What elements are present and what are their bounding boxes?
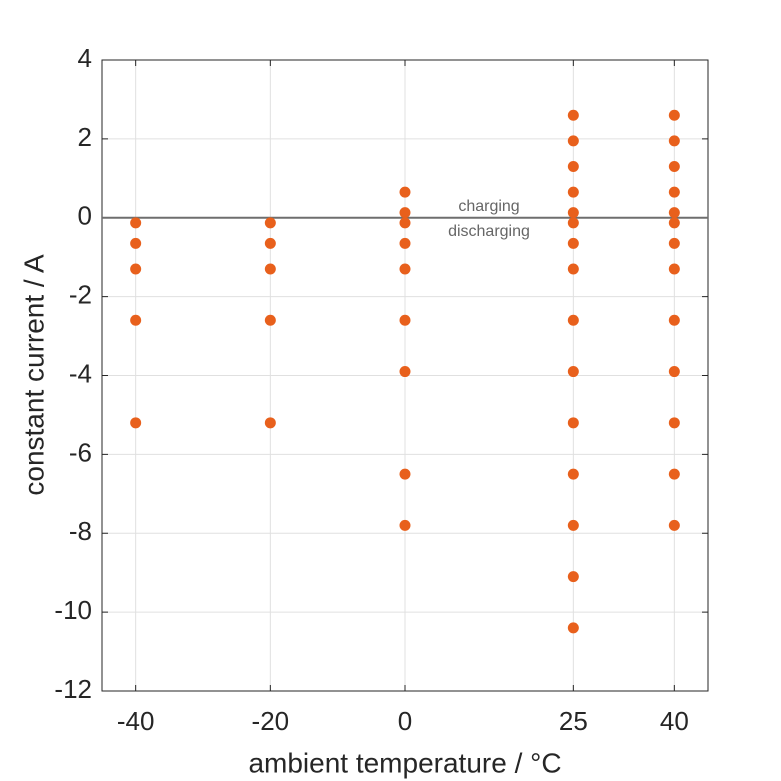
data-point — [567, 109, 579, 121]
data-point — [399, 314, 411, 326]
data-point — [130, 417, 142, 429]
data-point — [567, 622, 579, 634]
data-point — [399, 468, 411, 480]
data-point — [399, 263, 411, 275]
data-point — [567, 263, 579, 275]
data-point — [668, 109, 680, 121]
data-point — [567, 366, 579, 378]
data-point — [130, 217, 142, 229]
data-point — [668, 263, 680, 275]
data-point — [399, 217, 411, 229]
data-point — [668, 237, 680, 249]
data-point — [668, 217, 680, 229]
data-point — [567, 468, 579, 480]
annotation: charging — [458, 198, 519, 215]
data-point — [668, 160, 680, 172]
data-point — [264, 237, 276, 249]
x-axis-label: ambient temperature / °C — [248, 747, 561, 778]
y-tick-label: -12 — [54, 674, 92, 704]
data-point — [567, 160, 579, 172]
y-tick-label: -2 — [69, 280, 92, 310]
data-point — [399, 186, 411, 198]
data-point — [399, 207, 411, 219]
data-point — [130, 237, 142, 249]
data-point — [567, 186, 579, 198]
data-point — [567, 237, 579, 249]
data-point — [668, 519, 680, 531]
data-point — [567, 207, 579, 219]
x-tick-label: -20 — [252, 706, 290, 736]
y-tick-label: 0 — [78, 201, 92, 231]
y-tick-label: 2 — [78, 122, 92, 152]
data-point — [567, 314, 579, 326]
y-tick-label: -10 — [54, 595, 92, 625]
data-point — [567, 135, 579, 147]
y-tick-label: -8 — [69, 516, 92, 546]
x-tick-label: 40 — [660, 706, 689, 736]
y-tick-label: 4 — [78, 43, 92, 73]
data-point — [668, 417, 680, 429]
data-point — [567, 519, 579, 531]
data-point — [264, 263, 276, 275]
plot-frame — [101, 59, 709, 692]
data-point — [668, 135, 680, 147]
data-point — [264, 417, 276, 429]
data-point — [399, 237, 411, 249]
data-point — [668, 468, 680, 480]
data-point — [399, 366, 411, 378]
y-tick-label: -6 — [69, 437, 92, 467]
data-point — [264, 217, 276, 229]
data-point — [668, 314, 680, 326]
data-point — [668, 186, 680, 198]
data-point — [399, 519, 411, 531]
data-point — [567, 417, 579, 429]
x-tick-label: 25 — [559, 706, 588, 736]
x-tick-label: -40 — [117, 706, 155, 736]
annotation: discharging — [448, 223, 530, 240]
data-point — [668, 366, 680, 378]
data-point — [130, 314, 142, 326]
data-point — [264, 314, 276, 326]
data-point — [567, 571, 579, 583]
y-axis-label: constant current / A — [18, 254, 49, 496]
data-point — [130, 263, 142, 275]
y-tick-label: -4 — [69, 358, 92, 388]
data-point — [668, 207, 680, 219]
data-point — [567, 217, 579, 229]
x-tick-label: 0 — [398, 706, 412, 736]
